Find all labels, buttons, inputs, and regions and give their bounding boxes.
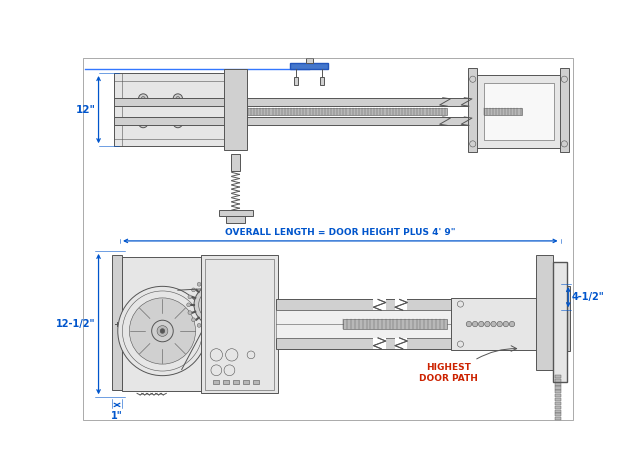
Bar [468, 68, 477, 152]
Bar [122, 257, 243, 391]
Bar [114, 73, 230, 146]
Circle shape [188, 311, 192, 315]
Circle shape [236, 311, 240, 315]
Bar [212, 380, 219, 384]
Circle shape [204, 327, 208, 331]
Circle shape [191, 288, 195, 292]
Bar [555, 398, 561, 401]
Circle shape [233, 318, 237, 322]
Circle shape [197, 283, 201, 286]
Circle shape [227, 323, 231, 328]
Circle shape [129, 298, 196, 364]
Bar [344, 319, 447, 328]
Bar [320, 77, 324, 84]
Bar [484, 83, 554, 140]
Bar [555, 386, 561, 390]
Bar [555, 390, 561, 393]
Circle shape [472, 321, 478, 327]
Text: 4-1/2": 4-1/2" [572, 292, 604, 302]
Bar [555, 410, 561, 413]
Bar [555, 413, 561, 417]
Bar [228, 108, 447, 115]
Bar [553, 285, 570, 351]
Bar [113, 255, 122, 390]
Bar [294, 77, 298, 84]
Bar [553, 263, 566, 382]
Circle shape [118, 286, 207, 376]
Bar [536, 255, 553, 370]
Bar [253, 380, 259, 384]
Circle shape [509, 321, 515, 327]
Bar [373, 338, 386, 349]
Circle shape [173, 94, 182, 103]
Circle shape [191, 318, 195, 322]
Bar [276, 310, 540, 338]
Bar [555, 394, 561, 397]
Circle shape [152, 320, 173, 342]
Circle shape [220, 279, 224, 283]
Circle shape [479, 321, 484, 327]
Bar [395, 300, 407, 310]
Circle shape [188, 295, 192, 299]
Bar [484, 108, 522, 115]
Circle shape [194, 285, 234, 325]
Text: 1": 1" [111, 411, 123, 421]
Bar [114, 117, 561, 126]
Circle shape [227, 283, 231, 286]
Circle shape [139, 118, 148, 128]
Circle shape [197, 323, 201, 328]
Bar [276, 300, 540, 310]
Bar [307, 58, 312, 63]
Bar [276, 338, 540, 349]
Circle shape [176, 121, 180, 125]
Bar [205, 259, 274, 390]
Circle shape [141, 121, 145, 125]
Bar [227, 216, 245, 223]
Circle shape [141, 97, 145, 100]
Circle shape [204, 279, 208, 283]
Circle shape [237, 303, 241, 307]
Bar [560, 68, 569, 152]
Circle shape [212, 328, 216, 332]
Bar [201, 255, 278, 393]
Circle shape [157, 326, 168, 337]
Text: OVERALL LENGTH = DOOR HEIGHT PLUS 4' 9": OVERALL LENGTH = DOOR HEIGHT PLUS 4' 9" [225, 228, 456, 237]
Bar [451, 298, 540, 350]
Circle shape [139, 94, 148, 103]
Text: 12": 12" [76, 105, 95, 115]
Bar [555, 375, 561, 378]
Bar [114, 98, 561, 106]
Circle shape [503, 321, 509, 327]
Bar [555, 379, 561, 382]
Bar [395, 338, 407, 349]
Circle shape [187, 303, 191, 307]
Text: HIGHEST
DOOR PATH: HIGHEST DOOR PATH [419, 364, 477, 383]
Bar [555, 417, 561, 420]
Bar [555, 383, 561, 386]
Circle shape [233, 288, 237, 292]
Circle shape [173, 118, 182, 128]
Circle shape [466, 321, 472, 327]
Bar [373, 300, 386, 310]
Circle shape [220, 327, 224, 331]
Bar [223, 380, 228, 384]
Bar [232, 380, 239, 384]
Circle shape [497, 321, 502, 327]
Circle shape [208, 299, 220, 311]
Circle shape [491, 321, 496, 327]
Bar [243, 380, 249, 384]
Bar [555, 406, 561, 409]
Circle shape [212, 277, 216, 282]
Bar [555, 402, 561, 405]
Bar [219, 210, 253, 216]
Circle shape [484, 321, 490, 327]
Circle shape [160, 328, 164, 333]
Bar [289, 63, 328, 69]
Bar [224, 69, 247, 150]
Text: 12-1/2": 12-1/2" [56, 319, 95, 329]
Circle shape [236, 295, 240, 299]
Bar [231, 154, 240, 171]
Bar [474, 75, 563, 148]
Circle shape [176, 97, 180, 100]
